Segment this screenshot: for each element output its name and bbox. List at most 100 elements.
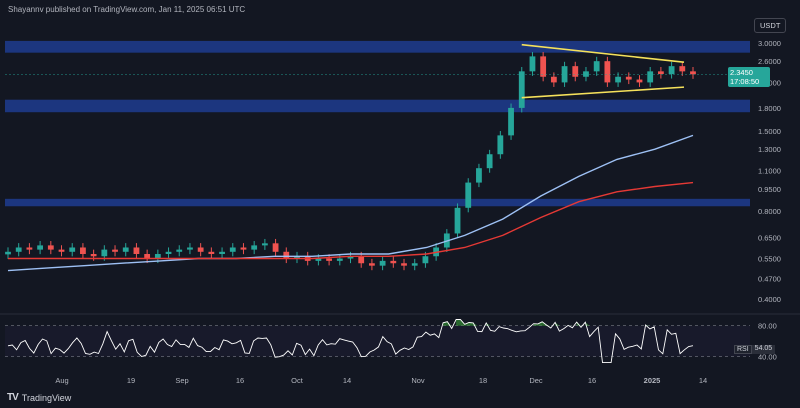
candle-body (647, 71, 654, 83)
candle-body (679, 66, 686, 72)
candle-body (550, 76, 557, 83)
candle-1 (15, 243, 22, 257)
candle-body (58, 249, 65, 252)
candle-body (615, 76, 621, 83)
rsi-value: 54.05 (751, 345, 776, 354)
candle-49 (529, 52, 536, 76)
candle-body (379, 260, 386, 266)
candle-body (5, 251, 11, 255)
candle-body (37, 245, 44, 250)
candle-body (272, 243, 279, 252)
candle-37 (401, 258, 407, 271)
candle-body (422, 256, 429, 264)
candle-body (26, 247, 33, 250)
candle-body (476, 168, 482, 183)
candle-body (326, 258, 332, 261)
candle-body (154, 254, 161, 259)
candle-body (197, 247, 204, 252)
candle-body (657, 71, 664, 75)
candle-12 (133, 243, 140, 259)
moving-averages (7, 134, 694, 272)
candle-46 (497, 131, 504, 159)
candle-body (336, 258, 343, 261)
candle-6 (69, 243, 76, 257)
candle-36 (390, 256, 397, 268)
candle-body (251, 245, 258, 250)
candle-body (261, 243, 268, 246)
x-tick-11: 14 (699, 376, 707, 385)
candle-body (572, 66, 579, 77)
candle-body (101, 249, 108, 257)
candle-body (15, 247, 22, 252)
candle-body (208, 251, 215, 255)
candle-body (219, 251, 225, 255)
time-axis: Aug 19 Sep 16 Oct 14 Nov 18 Dec 16 2025 14 (55, 376, 707, 385)
candle-body (90, 254, 97, 257)
y-tick-6: 1.1000 (758, 166, 781, 175)
candle-56 (604, 56, 611, 87)
candle-body (165, 251, 172, 255)
candle-30 (326, 254, 332, 266)
triangle-pattern (5, 43, 750, 99)
candle-body (604, 61, 611, 83)
candle-19 (208, 247, 215, 259)
candle-62 (668, 61, 675, 79)
candle-27 (294, 251, 300, 264)
y-tick-8: 0.8000 (758, 207, 781, 216)
candle-24 (261, 238, 268, 250)
candle-body (508, 107, 514, 136)
candle-body (240, 247, 247, 250)
candle-body (122, 247, 129, 252)
last-price-label: 2.3450 17:08:50 (728, 67, 770, 87)
candle-body (369, 263, 375, 266)
candle-15 (165, 247, 172, 259)
candle-25 (272, 238, 279, 257)
candle-47 (508, 103, 514, 140)
candle-35 (379, 256, 386, 271)
y-tick-5: 1.3000 (758, 145, 781, 154)
candle-11 (122, 243, 129, 257)
candle-16 (176, 245, 183, 257)
candle-body (112, 249, 118, 252)
candle-26 (283, 247, 290, 264)
candle-43 (465, 178, 472, 213)
candle-body (668, 66, 675, 75)
currency-button[interactable]: USDT (754, 18, 787, 33)
candle-51 (550, 72, 557, 87)
candle-body (465, 182, 472, 208)
candle-60 (647, 66, 654, 87)
candle-body (358, 256, 365, 264)
candle-body (80, 247, 86, 255)
candle-0 (5, 247, 11, 259)
publisher-caption: Shayannv published on TradingView.com, J… (8, 5, 246, 14)
candle-59 (636, 75, 643, 87)
rsi-overbought-fill (443, 319, 650, 326)
candle-22 (240, 243, 247, 255)
y-tick-11: 0.4700 (758, 275, 781, 284)
triangle-lower-line (521, 86, 685, 99)
candle-body (176, 249, 183, 252)
candle-42 (454, 203, 461, 238)
candle-45 (486, 149, 493, 173)
candle-13 (144, 249, 151, 264)
candle-58 (625, 72, 632, 85)
candle-body (454, 207, 461, 234)
candle-4 (47, 241, 54, 255)
candle-body (69, 247, 76, 252)
candle-17 (187, 243, 193, 255)
price-axis: 3.00002.60002.20001.80001.50001.30001.10… (758, 39, 781, 304)
candle-55 (593, 56, 600, 76)
candle-body (401, 263, 407, 266)
candle-63 (679, 61, 686, 76)
candle-2 (26, 243, 33, 255)
candle-48 (518, 66, 525, 113)
candle-body (390, 260, 397, 264)
candle-61 (657, 66, 664, 79)
candle-body (690, 71, 696, 75)
tradingview-brand[interactable]: TV TradingView (7, 392, 71, 403)
candle-body (497, 135, 504, 155)
support-resistance-zones (5, 40, 750, 207)
candle-body (294, 256, 300, 259)
x-tick-6: Nov (411, 376, 425, 385)
triangle-upper-line (521, 43, 685, 63)
